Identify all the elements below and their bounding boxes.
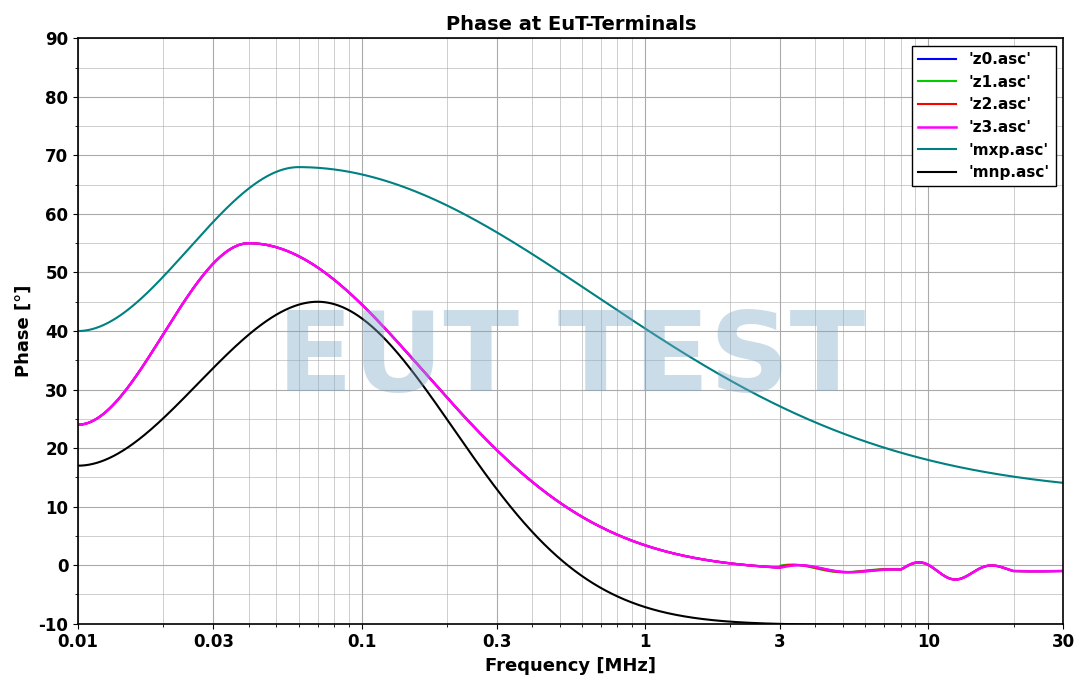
Line: 'z2.asc': 'z2.asc' xyxy=(78,243,1064,580)
'z2.asc' xyxy=(72,420,85,428)
'z1.asc' xyxy=(1029,567,1042,575)
'z2.asc' xyxy=(949,575,962,584)
'z1.asc' xyxy=(242,239,255,247)
'z1.asc' xyxy=(848,568,861,576)
Line: 'z3.asc': 'z3.asc' xyxy=(78,243,1064,580)
'mxp.asc' xyxy=(848,433,861,442)
Line: 'z0.asc': 'z0.asc' xyxy=(78,243,1064,580)
'mnp.asc' xyxy=(848,620,861,629)
'z2.asc' xyxy=(552,497,565,505)
'mnp.asc' xyxy=(311,297,324,306)
'mxp.asc' xyxy=(122,305,135,313)
X-axis label: Frequency [MHz]: Frequency [MHz] xyxy=(485,657,656,675)
'z2.asc' xyxy=(122,382,135,391)
Text: EUT TEST: EUT TEST xyxy=(277,307,865,414)
'z2.asc' xyxy=(1057,566,1070,575)
'z1.asc' xyxy=(72,420,85,428)
'z2.asc' xyxy=(1029,567,1042,575)
Line: 'mxp.asc': 'mxp.asc' xyxy=(78,167,1064,483)
'mxp.asc' xyxy=(1028,475,1041,484)
'z3.asc' xyxy=(949,575,962,584)
Title: Phase at EuT-Terminals: Phase at EuT-Terminals xyxy=(446,15,697,34)
'z1.asc' xyxy=(525,477,538,486)
'mnp.asc' xyxy=(552,553,565,561)
'z3.asc' xyxy=(72,420,85,428)
'z3.asc' xyxy=(242,239,255,247)
'z1.asc' xyxy=(1057,566,1070,575)
'z3.asc' xyxy=(1029,567,1042,575)
'mxp.asc' xyxy=(1029,475,1042,484)
'z3.asc' xyxy=(552,497,565,505)
Line: 'mnp.asc': 'mnp.asc' xyxy=(78,302,1064,625)
'mxp.asc' xyxy=(552,266,565,275)
'mnp.asc' xyxy=(1029,621,1042,629)
'z0.asc' xyxy=(1057,567,1070,575)
Line: 'z1.asc': 'z1.asc' xyxy=(78,243,1064,580)
'mnp.asc' xyxy=(525,527,538,535)
Legend: 'z0.asc', 'z1.asc', 'z2.asc', 'z3.asc', 'mxp.asc', 'mnp.asc': 'z0.asc', 'z1.asc', 'z2.asc', 'z3.asc', … xyxy=(912,46,1056,186)
'z0.asc' xyxy=(122,382,135,391)
'z1.asc' xyxy=(1029,567,1042,575)
Y-axis label: Phase [°]: Phase [°] xyxy=(15,285,33,377)
'z3.asc' xyxy=(1057,567,1070,575)
'z0.asc' xyxy=(848,568,861,576)
'z3.asc' xyxy=(1029,567,1042,575)
'z0.asc' xyxy=(1029,567,1042,575)
'z0.asc' xyxy=(1029,567,1042,575)
'mxp.asc' xyxy=(292,163,305,171)
'z1.asc' xyxy=(122,382,135,391)
'mnp.asc' xyxy=(1057,621,1070,629)
'z0.asc' xyxy=(949,575,962,584)
'z2.asc' xyxy=(1029,567,1042,575)
'mxp.asc' xyxy=(72,327,85,335)
'z0.asc' xyxy=(525,477,538,486)
'z1.asc' xyxy=(552,497,565,505)
'z3.asc' xyxy=(525,477,538,486)
'z2.asc' xyxy=(848,568,861,576)
'z1.asc' xyxy=(949,575,962,584)
'z0.asc' xyxy=(242,239,255,247)
'mxp.asc' xyxy=(525,250,538,258)
'mnp.asc' xyxy=(122,443,135,451)
'z3.asc' xyxy=(848,568,861,576)
'z2.asc' xyxy=(242,239,255,247)
'z3.asc' xyxy=(122,382,135,391)
'mnp.asc' xyxy=(72,462,85,470)
'z0.asc' xyxy=(72,420,85,428)
'mxp.asc' xyxy=(1057,479,1070,487)
'z2.asc' xyxy=(525,477,538,486)
'mnp.asc' xyxy=(1028,621,1041,629)
'z0.asc' xyxy=(552,497,565,505)
